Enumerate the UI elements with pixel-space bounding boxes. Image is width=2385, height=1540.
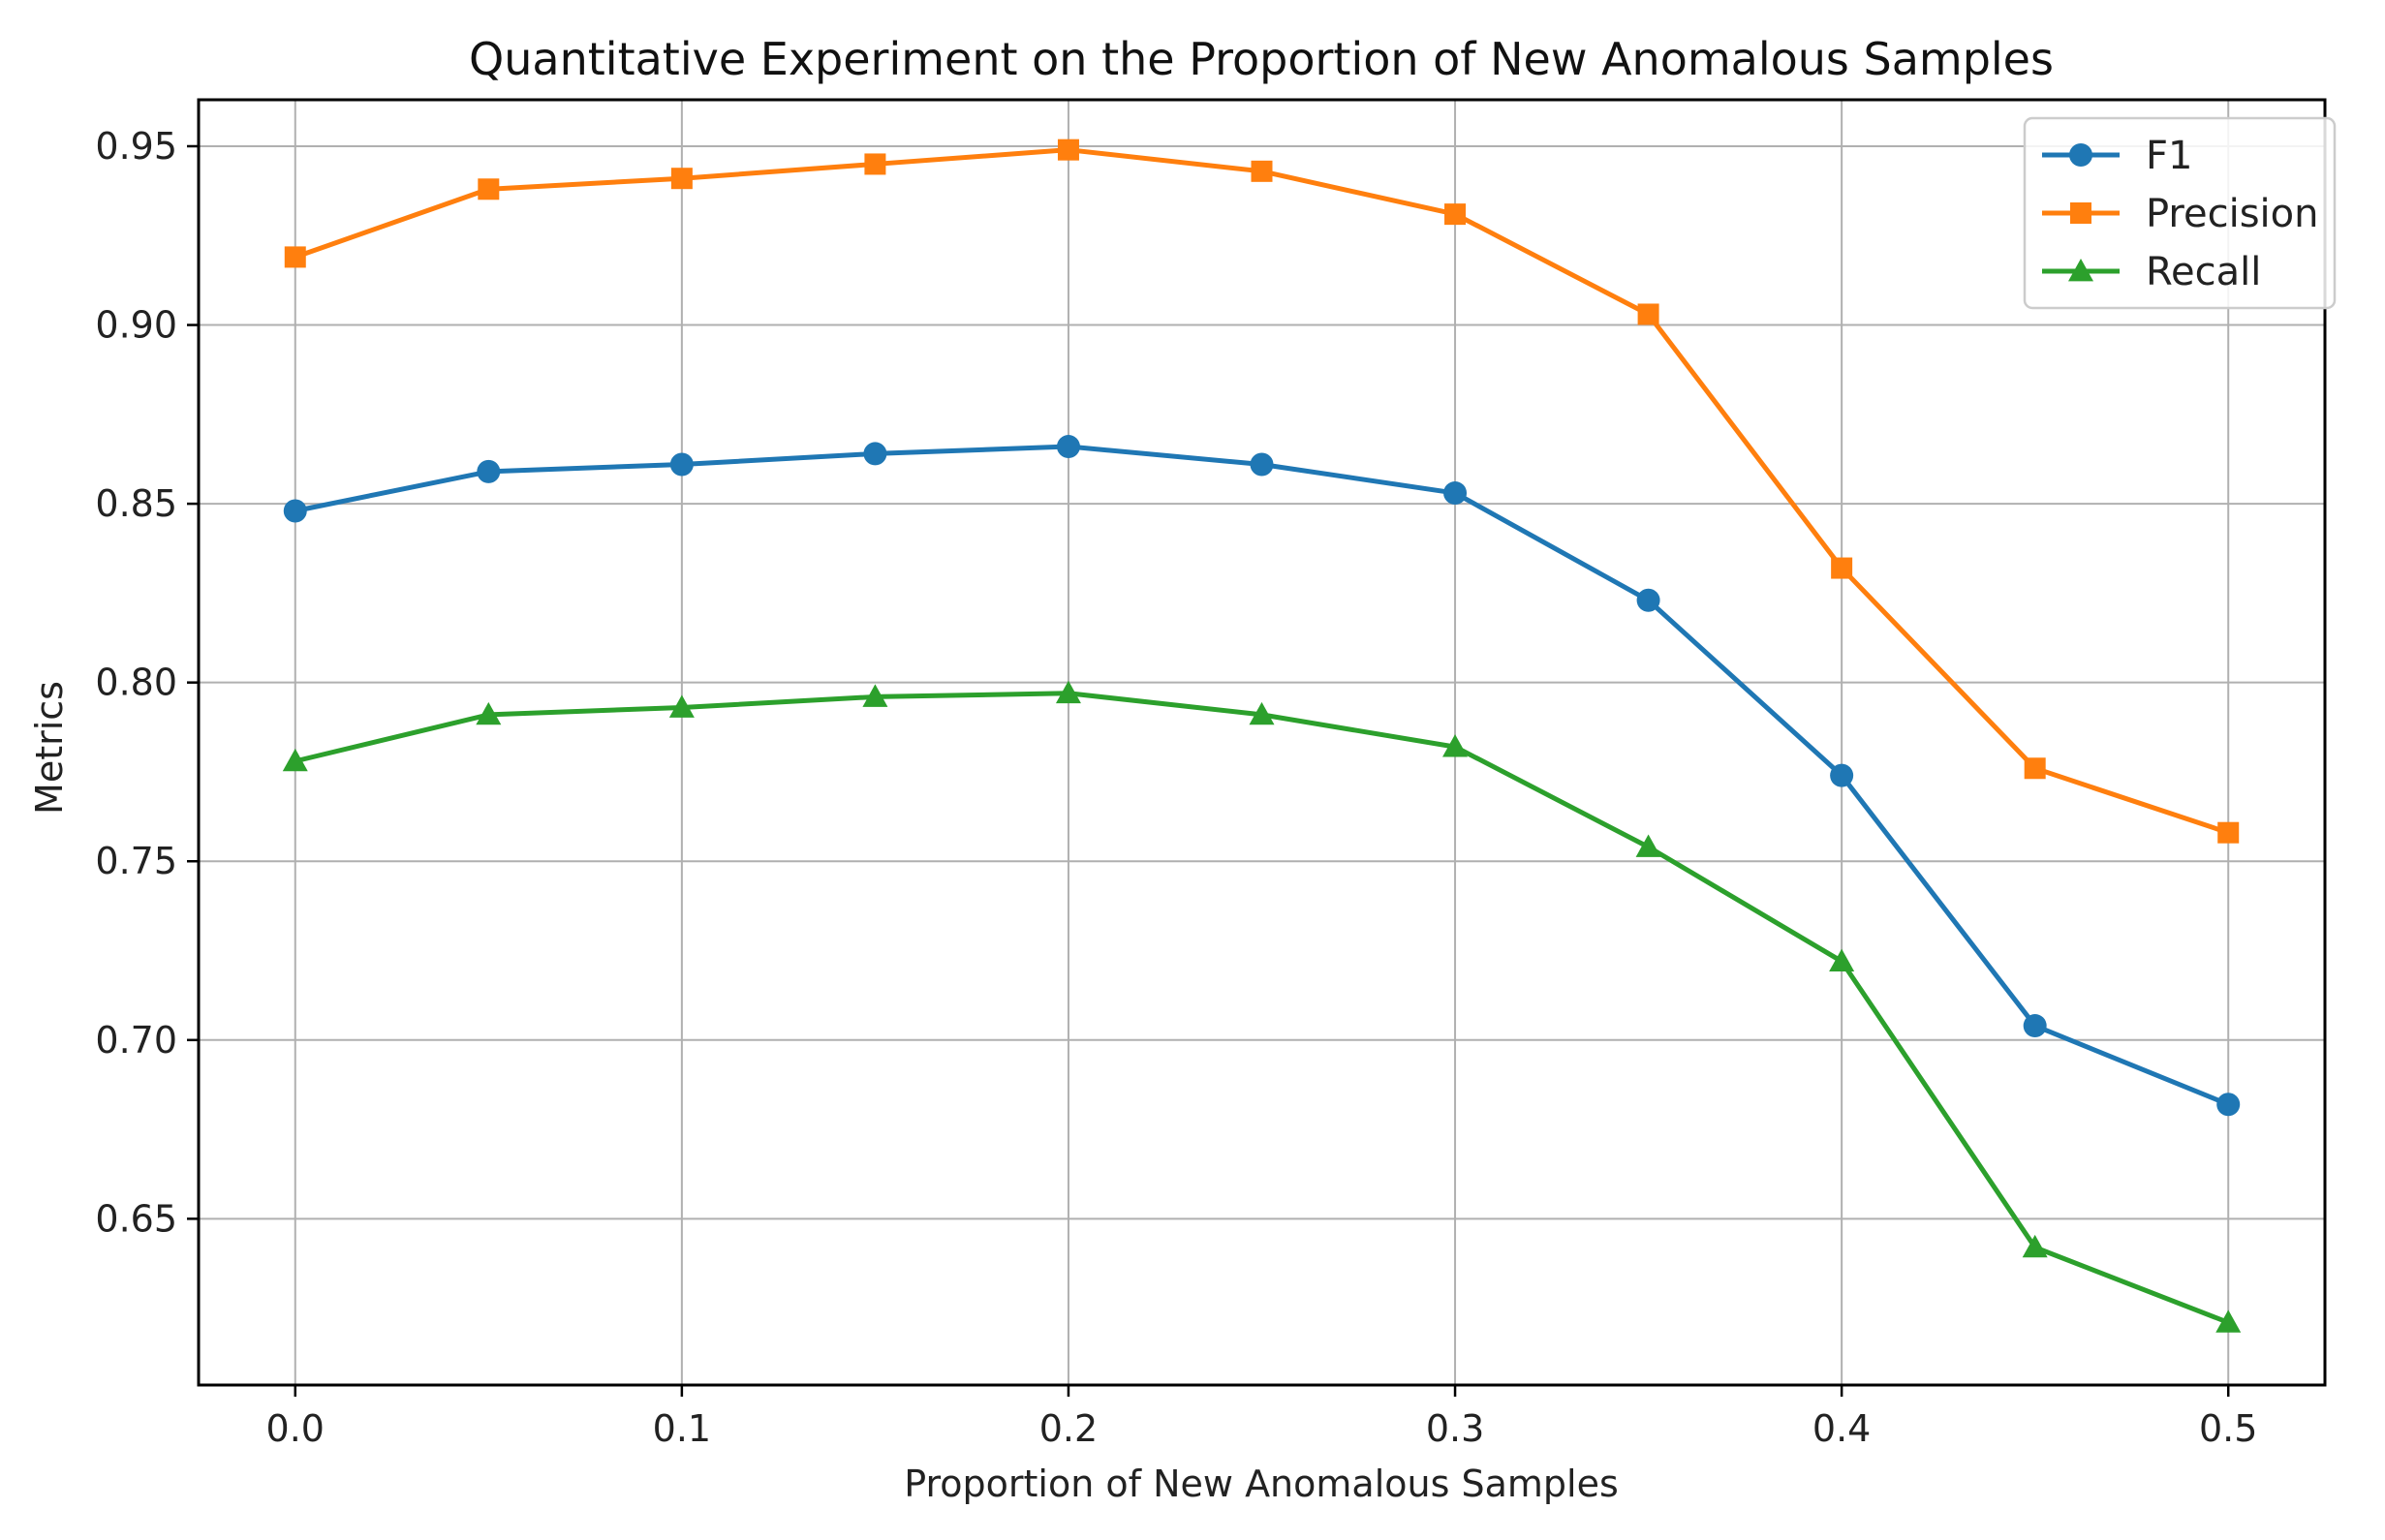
- y-tick-label: 0.75: [95, 840, 177, 882]
- x-axis-label: Proportion of New Anomalous Samples: [904, 1463, 1619, 1505]
- recall-point: [2022, 1234, 2048, 1258]
- recall-point: [1829, 948, 1855, 971]
- y-axis-label: Metrics: [28, 681, 71, 815]
- legend-marker-f1: [2069, 143, 2092, 167]
- f1-point: [1830, 763, 1854, 787]
- recall-point: [1055, 680, 1081, 704]
- recall-point: [862, 684, 888, 707]
- f1-point: [669, 452, 694, 477]
- x-tick-label: 0.2: [1039, 1407, 1098, 1450]
- x-tick-label: 0.3: [1426, 1407, 1484, 1450]
- precision-point: [1057, 139, 1079, 161]
- precision-point: [2217, 821, 2240, 844]
- f1-point: [1250, 452, 1274, 477]
- recall-point: [282, 748, 308, 772]
- precision-point: [2024, 757, 2046, 780]
- f1-point: [1056, 435, 1080, 459]
- f1-point: [477, 459, 501, 483]
- f1-point: [1443, 481, 1468, 506]
- recall-point: [2215, 1309, 2242, 1333]
- x-tick-label: 0.0: [266, 1407, 325, 1450]
- recall-point: [476, 701, 502, 725]
- f1-point: [283, 499, 307, 523]
- f1-point: [863, 442, 887, 466]
- recall-point: [1442, 734, 1469, 757]
- series-layer: [282, 139, 2242, 1333]
- y-tick-label: 0.70: [95, 1019, 177, 1062]
- recall-point: [668, 694, 695, 718]
- recall-point: [1635, 834, 1661, 857]
- legend-label-f1: F1: [2146, 134, 2192, 178]
- recall-point: [1249, 701, 1275, 725]
- precision-point: [1831, 557, 1853, 579]
- series-f1: [283, 435, 2241, 1117]
- plot-frame: [197, 98, 2327, 1387]
- precision-point: [284, 246, 306, 268]
- legend-marker-recall: [2068, 259, 2093, 282]
- x-tick-label: 0.1: [653, 1407, 711, 1450]
- legend-item-f1: F1: [2042, 134, 2192, 178]
- f1-point: [2216, 1093, 2241, 1117]
- chart-title: Quantitative Experiment on the Proportio…: [469, 33, 2054, 85]
- series-precision: [284, 139, 2240, 844]
- legend-label-recall: Recall: [2146, 250, 2261, 294]
- y-tick-label: 0.90: [95, 304, 177, 347]
- y-tick-label: 0.65: [95, 1197, 177, 1240]
- precision-point: [864, 153, 886, 175]
- axis-ticks: 0.0 0.1 0.2 0.3 0.4 0.5 0.65 0.70 0.75 0.80 0.85 0.…: [95, 125, 2257, 1450]
- precision-point: [670, 168, 693, 190]
- legend-item-precision: Precision: [2042, 192, 2318, 236]
- y-tick-label: 0.95: [95, 125, 177, 168]
- legend-label-precision: Precision: [2146, 192, 2318, 236]
- x-tick-label: 0.4: [1812, 1407, 1871, 1450]
- series-recall: [282, 680, 2242, 1333]
- precision-point: [478, 178, 500, 200]
- grid-lines: [199, 100, 2325, 1385]
- precision-point: [1637, 303, 1659, 325]
- legend-box: [2023, 116, 2337, 310]
- precision-point: [1251, 160, 1273, 182]
- legend-item-recall: Recall: [2042, 250, 2261, 294]
- legend-marker-precision: [2070, 202, 2091, 224]
- y-tick-label: 0.80: [95, 662, 177, 704]
- f1-point: [2023, 1014, 2047, 1038]
- f1-point: [1636, 588, 1660, 612]
- legend: F1 Precision Recall: [2023, 116, 2337, 310]
- x-tick-label: 0.5: [2199, 1407, 2257, 1450]
- y-tick-label: 0.85: [95, 482, 177, 525]
- precision-point: [1444, 203, 1467, 226]
